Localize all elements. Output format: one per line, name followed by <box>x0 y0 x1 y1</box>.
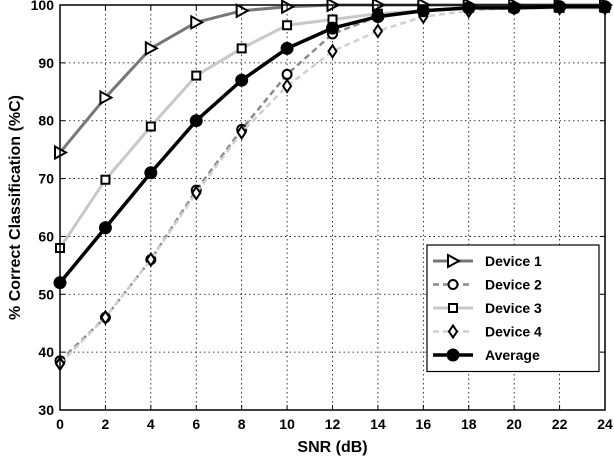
legend-label: Device 3 <box>485 300 542 316</box>
legend-marker <box>446 348 460 362</box>
data-point <box>98 221 112 235</box>
legend-marker <box>447 323 459 340</box>
x-tick-label: 4 <box>147 416 155 432</box>
data-point <box>145 251 157 268</box>
data-point <box>281 68 293 80</box>
y-tick-label: 40 <box>38 344 54 360</box>
data-point <box>281 78 293 94</box>
legend-label: Device 2 <box>485 277 542 293</box>
x-tick-label: 0 <box>56 416 64 432</box>
data-point <box>326 21 339 35</box>
x-tick-label: 18 <box>461 416 477 432</box>
data-point <box>282 20 293 31</box>
y-tick-label: 90 <box>38 55 54 71</box>
data-point <box>190 14 205 31</box>
y-tick-label: 80 <box>38 113 54 129</box>
y-axis-label: % Correct Classification (%C) <box>7 95 24 320</box>
data-point <box>235 73 249 87</box>
data-point <box>236 43 247 54</box>
data-point <box>372 23 384 39</box>
x-tick-label: 12 <box>325 416 341 432</box>
x-tick-label: 16 <box>416 416 432 432</box>
y-tick-label: 70 <box>38 171 54 187</box>
data-point <box>236 124 247 141</box>
data-point <box>144 166 158 180</box>
legend-entry: Device 1 <box>433 253 542 269</box>
legend-marker <box>447 253 462 269</box>
data-point <box>327 43 338 60</box>
x-tick-label: 2 <box>102 416 110 432</box>
x-tick-label: 22 <box>552 416 568 432</box>
legend-label: Device 1 <box>485 253 542 269</box>
x-axis-label: SNR (dB) <box>297 439 367 456</box>
legend-label: Device 4 <box>485 324 542 340</box>
legend: Device 1 Device 2 Device 3 Device 4 Average <box>426 244 600 373</box>
data-point <box>371 10 385 24</box>
y-tick-label: 30 <box>38 402 54 418</box>
legend-marker <box>447 279 459 290</box>
x-tick-label: 6 <box>192 416 200 432</box>
data-point <box>280 41 294 55</box>
data-point <box>189 114 203 128</box>
x-tick-label: 14 <box>370 416 386 432</box>
x-tick-label: 20 <box>506 416 522 432</box>
y-tick-label: 100 <box>31 0 55 13</box>
y-tick-label: 60 <box>38 228 54 244</box>
x-tick-label: 10 <box>279 416 295 432</box>
legend-entry: Device 2 <box>433 277 542 293</box>
legend-entry: Device 4 <box>433 324 542 340</box>
legend-marker <box>448 303 458 313</box>
data-point <box>99 89 114 106</box>
x-tick-label: 24 <box>597 416 613 432</box>
data-point <box>144 40 159 57</box>
data-point <box>191 70 202 81</box>
data-point <box>145 121 156 132</box>
y-tick-label: 50 <box>38 286 54 302</box>
data-point <box>191 185 202 201</box>
data-point <box>100 309 111 326</box>
legend-entry: Device 3 <box>433 300 542 316</box>
data-point <box>100 174 111 185</box>
legend-entry: Average <box>433 347 540 363</box>
x-tick-label: 8 <box>238 416 246 432</box>
legend-label: Average <box>485 347 540 363</box>
